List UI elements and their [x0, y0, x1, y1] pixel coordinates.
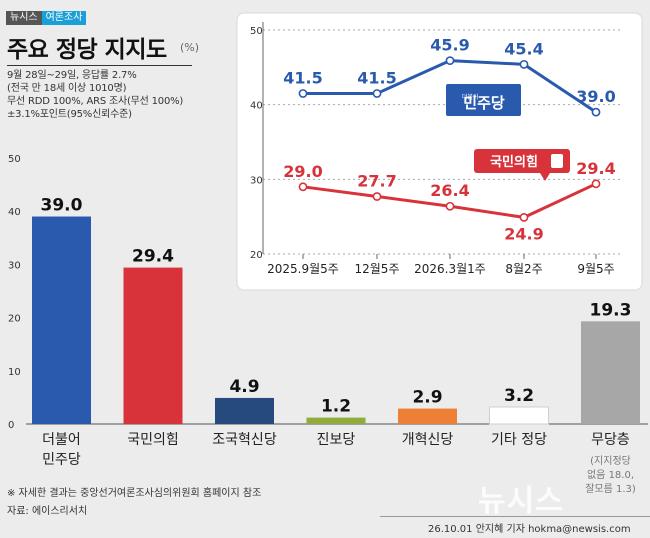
bar	[32, 216, 91, 424]
series-value-label: 41.5	[283, 68, 322, 87]
line-y-tick-label: 30	[250, 175, 263, 186]
line-y-tick-label: 50	[250, 26, 263, 37]
line-x-tick-label: 8월2주	[505, 262, 542, 276]
series-value-label: 26.4	[430, 181, 469, 200]
y-tick-label: 20	[8, 314, 21, 325]
bar-category-label: 무당층	[591, 432, 630, 448]
bar-annotation: 잘모름 1.3)	[585, 483, 636, 495]
page-title: 주요 정당 지지도	[7, 37, 167, 63]
line-y-tick-label: 20	[250, 250, 263, 261]
minjoo-logo-box	[446, 84, 521, 116]
survey-method: 무선 RDD 100%, ARS 조사(무선 100%)	[7, 96, 184, 107]
minjoo-logo-label: 민주당	[463, 94, 505, 112]
bar	[581, 321, 640, 424]
credit: 26.10.01 안지혜 기자 hokma@newsis.com	[428, 524, 631, 535]
line-x-tick-label: 2025.9월5주	[267, 262, 339, 276]
series-point	[591, 107, 601, 117]
line-x-tick-label: 9월5주	[577, 262, 614, 276]
bar-category-label: 기타 정당	[491, 432, 547, 448]
source: 자료: 에이스리서치	[7, 506, 88, 517]
bar-category-label: 민주당	[42, 452, 81, 468]
series-value-label: 39.0	[576, 87, 615, 106]
unit-label: (%)	[180, 41, 200, 54]
series-point	[591, 179, 601, 189]
series-value-label: 29.0	[283, 162, 322, 181]
minjoo-logo-prefix: 더불어	[462, 93, 479, 101]
watermark-logo: 뉴시스	[478, 484, 564, 519]
survey-date: 9월 28일~29일, 응답률 2.7%	[7, 70, 137, 81]
y-tick-label: 30	[8, 260, 21, 271]
series-value-label: 41.5	[357, 68, 396, 87]
survey-margin: ±3.1%포인트(95%신뢰수준)	[7, 109, 132, 120]
series-point	[445, 56, 455, 66]
line-chart-card: 20 30 40 50 2025.9월5주 12월5주 2026.3월1주 8월2주 9월5주 4…	[236, 12, 643, 291]
footnote: ※ 자세한 결과는 중앙선거여론조사심의위원회 홈페이지 참조	[7, 488, 262, 499]
bar	[123, 267, 183, 424]
bar-category-label: 더불어	[42, 432, 81, 448]
poll-badge: 여론조사	[41, 11, 87, 25]
ppp-logo-label: 국민의힘	[490, 154, 538, 170]
series-point	[445, 201, 455, 211]
bar-value-label: 39.0	[41, 196, 83, 216]
series-value-label: 27.7	[357, 172, 396, 191]
bar-value-label: 29.4	[132, 247, 174, 267]
bar	[489, 406, 549, 425]
series-point	[298, 89, 308, 98]
bar	[306, 417, 366, 424]
series-value-label: 45.9	[430, 36, 469, 55]
bar-value-label: 2.9	[412, 388, 442, 408]
line-y-tick-label: 40	[250, 101, 263, 112]
bar-value-label: 4.9	[229, 377, 259, 397]
y-tick-label: 10	[8, 367, 21, 378]
bar-category-label: 개혁신당	[402, 432, 454, 448]
series-point	[519, 213, 529, 222]
series-point	[298, 182, 308, 192]
series-point	[372, 89, 382, 98]
bar-value-label: 3.2	[504, 386, 534, 406]
newsis-badge: 뉴시스	[6, 11, 42, 25]
ppp-logo-tail	[540, 173, 550, 181]
bar-annotation: (지지정당	[590, 455, 631, 467]
line-x-tick-label: 2026.3월1주	[414, 262, 486, 276]
bar-value-label: 19.3	[590, 300, 632, 320]
bar-category-label: 조국혁신당	[212, 432, 277, 448]
credit-rule	[380, 516, 650, 517]
survey-sample: (전국 만 18세 이상 1010명)	[7, 83, 127, 94]
ppp-logo-icon	[551, 154, 563, 168]
y-tick-label: 0	[8, 420, 14, 431]
line-card-bg	[236, 12, 643, 291]
title-rule	[7, 65, 192, 66]
y-tick-label: 50	[8, 154, 21, 165]
line-x-tick-label: 12월5주	[355, 262, 400, 276]
series-value-label: 29.4	[576, 159, 615, 178]
y-tick-label: 40	[8, 207, 21, 218]
bar-value-label: 1.2	[321, 397, 351, 417]
bar	[398, 408, 457, 424]
series-value-label: 24.9	[504, 224, 543, 243]
bar-annotation: 없음 18.0,	[587, 468, 634, 481]
series-value-label: 45.4	[504, 39, 543, 58]
survey-info: 9월 28일~29일, 응답률 2.7% (전국 만 18세 이상 1010명)…	[7, 69, 183, 121]
bar-category-label: 국민의힘	[127, 432, 179, 448]
bar	[215, 397, 274, 424]
series-point	[519, 59, 529, 69]
series-point	[372, 192, 382, 201]
bar-category-label: 진보당	[317, 432, 356, 448]
ppp-logo-box	[474, 149, 570, 173]
header-badges: 뉴시스 여론조사	[6, 5, 87, 25]
